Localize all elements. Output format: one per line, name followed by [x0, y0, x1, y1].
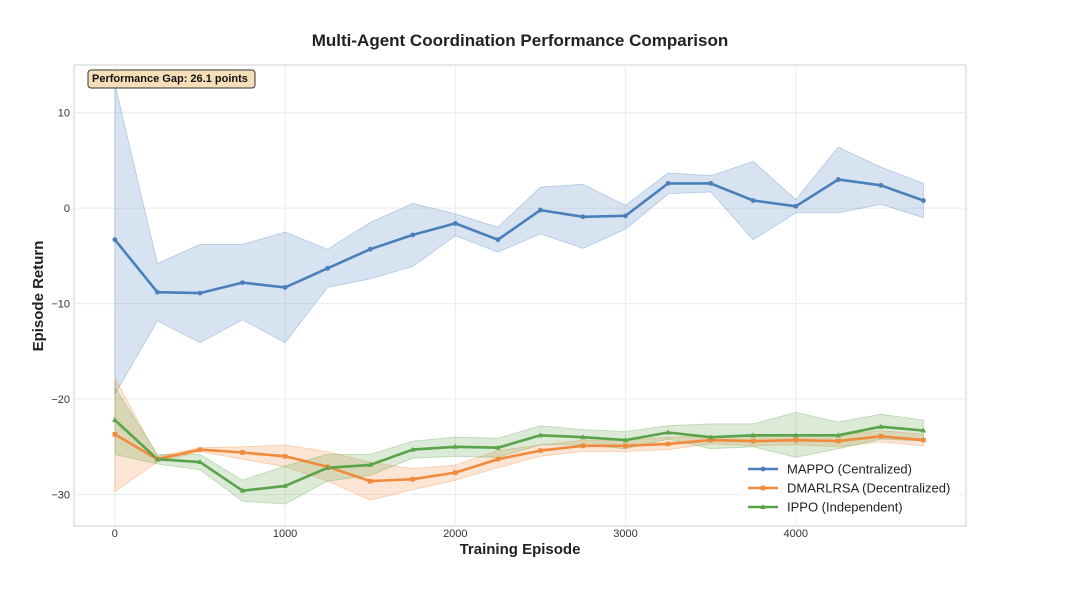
data-point	[112, 432, 118, 437]
series-line-2	[114, 419, 924, 493]
data-point	[750, 198, 756, 203]
data-point	[240, 450, 245, 455]
data-point	[878, 182, 884, 188]
annotation-box: Performance Gap: 26.1 points	[87, 69, 256, 89]
legend-marker	[760, 485, 766, 491]
data-point	[197, 447, 203, 452]
data-point	[452, 443, 459, 449]
data-point	[836, 438, 841, 444]
data-point	[154, 456, 161, 462]
data-point	[282, 482, 288, 488]
series-lines	[113, 178, 924, 493]
data-point	[197, 459, 203, 465]
data-point	[495, 444, 501, 450]
data-point	[708, 437, 713, 443]
series-line-0	[113, 178, 924, 295]
y-tick-label: −30	[51, 490, 70, 502]
data-point	[835, 432, 842, 438]
data-point	[240, 280, 245, 286]
data-point	[920, 427, 927, 433]
plot-background	[73, 64, 967, 527]
data-point	[239, 487, 246, 493]
data-point	[665, 441, 671, 447]
y-axis-ticks: 10 0 −10 −20 −30	[51, 108, 70, 502]
data-point	[665, 180, 671, 186]
data-point	[452, 221, 458, 226]
data-point	[708, 180, 714, 186]
data-point	[410, 232, 416, 238]
x-tick-label: 1000	[273, 528, 297, 540]
data-point	[793, 437, 799, 443]
plot-area	[73, 64, 967, 527]
data-point	[453, 470, 458, 475]
y-tick-label: −20	[51, 394, 70, 406]
data-point	[112, 417, 118, 423]
data-point	[367, 478, 373, 484]
data-point	[580, 443, 586, 449]
data-point	[750, 438, 756, 444]
data-point	[793, 432, 799, 438]
data-point	[112, 237, 118, 243]
legend: MAPPO (Centralized) DMARLRSA (Decentraliz…	[740, 458, 960, 518]
legend-marker	[760, 466, 766, 472]
data-point	[622, 437, 629, 443]
data-point	[623, 213, 628, 219]
data-point	[538, 207, 543, 213]
data-point	[707, 434, 714, 440]
data-point	[538, 448, 543, 453]
series-markers	[112, 177, 927, 493]
data-point	[495, 456, 501, 462]
data-point	[878, 423, 884, 429]
data-point	[282, 454, 288, 459]
data-point	[537, 432, 544, 438]
x-tick-label: 0	[112, 528, 118, 540]
data-point	[367, 246, 373, 252]
confidence-band-1	[114, 377, 924, 501]
grid	[74, 65, 966, 526]
legend-label-0: MAPPO (Centralized)	[787, 462, 912, 477]
legend-label-2: IPPO (Independent)	[787, 500, 903, 515]
data-point	[155, 289, 160, 295]
x-tick-label: 3000	[613, 528, 637, 540]
x-tick-label: 2000	[443, 528, 467, 540]
y-axis-label: Episode Return	[30, 241, 47, 352]
data-point	[324, 464, 331, 470]
y-tick-label: 0	[64, 203, 70, 215]
y-tick-label: 10	[58, 108, 70, 120]
data-point	[793, 203, 799, 209]
confidence-band-0	[114, 84, 924, 396]
series-line-1	[114, 433, 924, 483]
data-point	[410, 446, 416, 452]
data-point	[921, 198, 926, 203]
data-point	[835, 177, 841, 182]
x-tick-label: 4000	[784, 528, 808, 540]
data-point	[580, 434, 586, 440]
annotation-text: Performance Gap: 26.1 points	[92, 73, 248, 85]
data-point	[665, 429, 671, 435]
data-point	[197, 290, 203, 296]
legend-label-1: DMARLRSA (Decentralized)	[787, 481, 950, 496]
data-point	[410, 476, 416, 482]
data-point	[580, 214, 586, 220]
data-point	[282, 284, 288, 290]
data-point	[921, 437, 926, 443]
data-point	[367, 461, 373, 467]
chart-title: Multi-Agent Coordination Performance Com…	[312, 31, 729, 50]
legend-marker	[760, 504, 766, 509]
data-point	[325, 265, 331, 271]
x-axis-ticks: 0 1000 2000 3000 4000	[112, 528, 808, 540]
x-axis-label: Training Episode	[460, 541, 581, 558]
data-point	[878, 433, 884, 439]
data-point	[750, 432, 756, 438]
y-tick-label: −10	[51, 299, 70, 311]
annotation-background	[87, 69, 256, 89]
data-point	[495, 237, 501, 243]
data-point	[623, 443, 628, 449]
